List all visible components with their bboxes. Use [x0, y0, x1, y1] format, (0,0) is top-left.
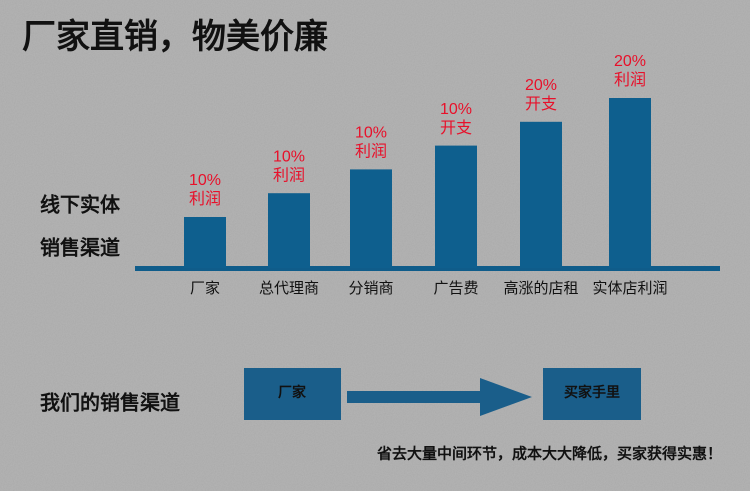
footer: 省去大量中间环节，成本大大降低，买家获得实惠！ — [376, 444, 722, 462]
category-label: 实体店利润 — [592, 280, 667, 297]
category-label: 分销商 — [348, 280, 393, 297]
box — [244, 368, 341, 420]
bar-label: 利润 — [614, 71, 646, 89]
arrow — [347, 378, 532, 416]
box-label: 买家手里 — [564, 384, 620, 401]
box-label: 厂家 — [278, 384, 307, 401]
bar — [184, 217, 226, 268]
side-label: 线下实体 — [40, 193, 121, 217]
bar-percent: 10% — [440, 101, 472, 118]
bar-label: 开支 — [440, 119, 472, 137]
category-label: 高涨的店租 — [503, 280, 578, 297]
bar-percent: 20% — [525, 77, 557, 94]
category-label: 厂家 — [190, 280, 220, 297]
category-label: 广告费 — [433, 280, 478, 297]
side-label: 销售渠道 — [40, 236, 120, 260]
bar-label: 开支 — [525, 95, 557, 113]
channel-label: 我们的销售渠道 — [40, 391, 180, 415]
bar-label: 利润 — [273, 166, 305, 184]
bar — [435, 145, 477, 268]
bar-percent: 10% — [355, 125, 387, 142]
baseline — [135, 266, 720, 271]
bar-label: 利润 — [355, 143, 387, 161]
bar-percent: 20% — [614, 53, 646, 70]
category-label: 总代理商 — [259, 280, 319, 297]
title: 厂家直销，物美价廉 — [22, 18, 328, 56]
bar — [350, 169, 392, 268]
bar — [609, 98, 651, 268]
bar — [520, 121, 562, 268]
bar-percent: 10% — [273, 148, 305, 165]
bar-percent: 10% — [189, 172, 221, 189]
bar-label: 利润 — [189, 190, 221, 208]
bar — [268, 193, 310, 268]
bar-group: 10%利润厂家10%利润总代理商10%利润分销商10%开支广告费20%开支高涨的… — [184, 53, 668, 297]
box — [543, 368, 641, 420]
